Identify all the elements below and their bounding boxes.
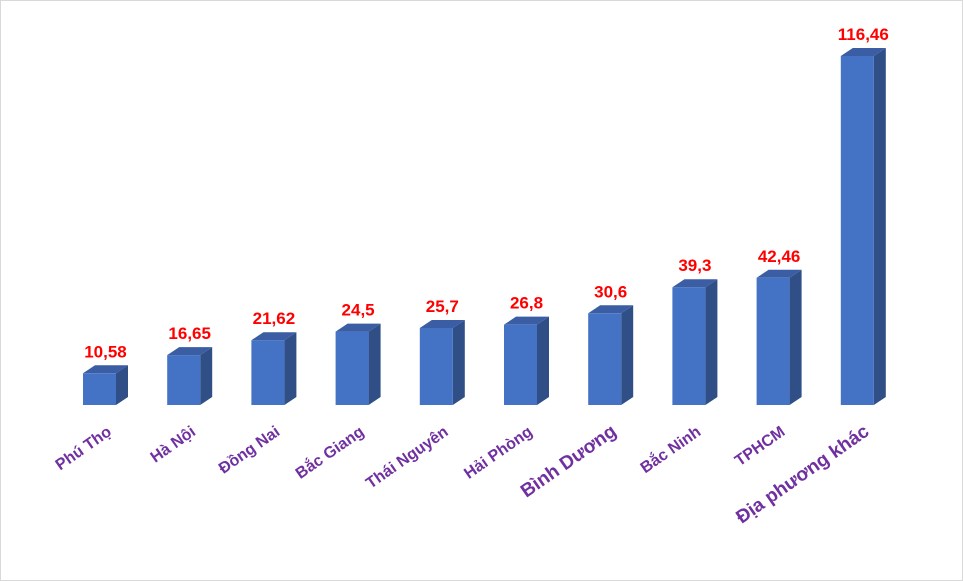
bar-top: [672, 279, 718, 288]
data-label: 21,62: [253, 309, 296, 328]
category-label: Hải Phòng: [461, 423, 536, 482]
bar-top: [419, 319, 465, 328]
category-label: Phú Thọ: [53, 423, 115, 474]
category-label: Bắc Giang: [292, 422, 368, 483]
data-label: 24,5: [342, 301, 375, 320]
category-label: Hà Nội: [148, 423, 199, 466]
bar-top: [756, 269, 802, 278]
data-label: 116,46: [838, 25, 889, 44]
data-label: 25,7: [426, 297, 459, 316]
bar: [756, 277, 790, 405]
bar-side: [537, 316, 549, 405]
bar-top: [83, 365, 128, 374]
bar: [419, 327, 453, 405]
bar-top: [167, 347, 213, 356]
bar-side: [200, 347, 213, 405]
bar-side: [116, 365, 128, 405]
bar-top: [251, 332, 297, 341]
bar: [83, 373, 116, 405]
bar: [672, 287, 706, 405]
bar-top: [588, 305, 634, 314]
category-label: Bắc Ninh: [636, 422, 704, 477]
category-label: TPHCM: [732, 423, 788, 470]
bar-top: [504, 316, 549, 325]
bar-side: [873, 48, 886, 405]
bar: [167, 355, 201, 405]
bar: [504, 324, 537, 405]
data-label: 42,46: [758, 247, 801, 266]
bar-top: [335, 323, 381, 332]
data-label: 16,65: [168, 324, 211, 343]
bar-side: [368, 323, 381, 405]
bar-top: [840, 48, 886, 56]
bar: [588, 313, 622, 405]
bar-side: [284, 332, 297, 405]
bar: [335, 331, 369, 405]
bar: [840, 56, 874, 405]
bar-side: [705, 279, 718, 405]
category-label: Thái Nguyên: [363, 423, 451, 492]
bar: [251, 340, 285, 405]
data-label: 39,3: [678, 256, 711, 275]
data-label: 10,58: [84, 342, 127, 361]
category-label: Đồng Nai: [216, 423, 283, 477]
data-label: 26,8: [510, 294, 543, 313]
bar-side: [789, 269, 802, 405]
data-label: 30,6: [594, 282, 627, 301]
bar-side: [452, 319, 465, 405]
bar-side: [621, 305, 634, 405]
category-label: Địa phương khác: [732, 421, 873, 529]
